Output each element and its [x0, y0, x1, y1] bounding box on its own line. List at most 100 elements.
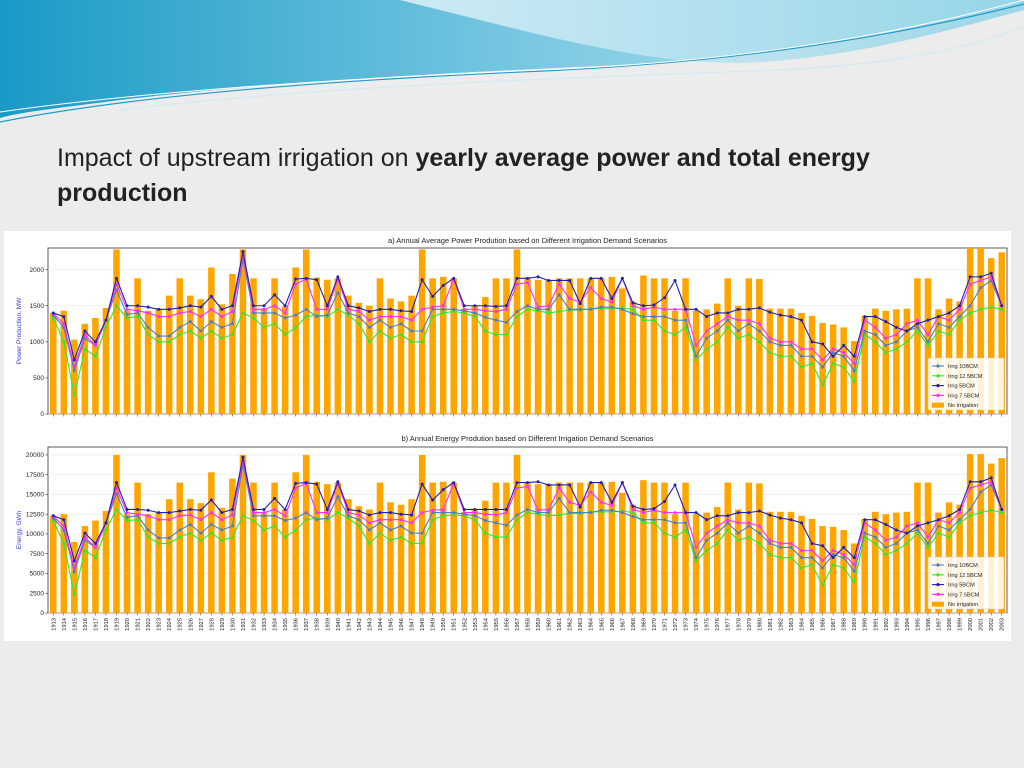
point-irrig-12-5bcm: [188, 531, 192, 535]
bar-no-irrigation: [534, 279, 542, 414]
bar-no-irrigation: [397, 301, 405, 414]
point-irrig-5bcm: [241, 455, 245, 459]
point-irrig-12-5bcm: [504, 535, 508, 539]
point-irrig-5bcm: [726, 311, 730, 315]
point-irrig-12-5bcm: [768, 553, 772, 557]
legend: Irrig 10BCM Irrig 12.5BCM Irrig 5BCM Irrig …: [927, 357, 1005, 411]
legend-box: [927, 357, 1005, 411]
point-irrig-12-5bcm: [842, 566, 846, 570]
point-irrig-5bcm: [389, 511, 392, 515]
point-irrig-10bcm: [768, 340, 772, 344]
bar-no-irrigation: [155, 309, 162, 414]
point-irrig-7-5bcm: [199, 518, 203, 522]
bar-no-irrigation: [218, 507, 226, 613]
point-irrig-5bcm: [736, 307, 740, 311]
point-irrig-10bcm: [220, 528, 224, 532]
x-tick-label: 1947: [410, 618, 416, 631]
point-irrig-10bcm: [167, 536, 171, 540]
point-irrig-10bcm: [789, 343, 793, 347]
bar-no-irrigation: [724, 278, 731, 414]
x-tick-label: 1939: [325, 618, 331, 631]
point-irrig-7-5bcm: [800, 347, 803, 351]
point-irrig-12-5bcm: [199, 538, 203, 542]
point-irrig-12-5bcm: [357, 524, 361, 528]
point-irrig-7-5bcm: [979, 278, 983, 282]
point-irrig-5bcm: [157, 511, 161, 515]
point-irrig-7-5bcm: [663, 511, 666, 515]
bar-no-irrigation: [598, 482, 605, 613]
bar-no-irrigation: [524, 278, 531, 414]
point-irrig-7-5bcm: [315, 511, 319, 515]
bar-no-irrigation: [555, 278, 563, 414]
x-tick-label: 1926: [188, 618, 194, 631]
bar-no-irrigation: [281, 509, 289, 613]
chart-panel: a) Annual Average Power Prodution based …: [4, 231, 1011, 641]
x-tick-label: 1964: [589, 617, 595, 631]
point-irrig-10bcm: [736, 531, 740, 535]
point-irrig-10bcm: [199, 531, 203, 535]
point-irrig-5bcm: [515, 276, 519, 280]
point-irrig-12-5bcm: [715, 541, 719, 545]
point-irrig-7-5bcm: [810, 549, 814, 553]
point-irrig-12-5bcm: [494, 535, 498, 539]
bar-no-irrigation: [840, 327, 847, 414]
x-tick-label: 1938: [315, 618, 321, 631]
point-irrig-12-5bcm: [979, 307, 983, 311]
point-irrig-5bcm: [757, 306, 761, 310]
point-irrig-7-5bcm: [958, 511, 962, 515]
bar-no-irrigation: [619, 288, 626, 414]
point-irrig-12-5bcm: [72, 393, 76, 397]
bar-no-irrigation: [92, 520, 99, 613]
bar-no-irrigation: [366, 509, 373, 613]
bar-no-irrigation: [271, 278, 278, 414]
point-irrig-10bcm: [715, 531, 719, 535]
bar-no-irrigation: [71, 339, 78, 414]
bar-no-irrigation: [313, 481, 320, 613]
point-irrig-5bcm: [599, 481, 603, 485]
point-irrig-7-5bcm: [610, 300, 614, 304]
point-irrig-10bcm: [873, 333, 877, 337]
point-irrig-7-5bcm: [694, 343, 698, 347]
point-irrig-5bcm: [810, 541, 814, 545]
bar-no-irrigation: [239, 249, 247, 414]
point-irrig-5bcm: [399, 309, 403, 313]
x-tick-label: 1915: [72, 618, 78, 631]
point-irrig-12-5bcm: [673, 535, 677, 539]
point-irrig-10bcm: [441, 511, 445, 515]
bar-no-irrigation: [745, 278, 753, 414]
point-irrig-12-5bcm: [283, 333, 287, 337]
point-irrig-10bcm: [937, 322, 940, 326]
point-irrig-5bcm: [294, 277, 298, 281]
x-tick-label: 2000: [968, 618, 974, 631]
point-irrig-7-5bcm: [93, 343, 97, 347]
point-irrig-10bcm: [115, 288, 118, 292]
point-irrig-10bcm: [915, 325, 919, 329]
point-irrig-10bcm: [958, 518, 962, 522]
point-irrig-7-5bcm: [768, 538, 772, 542]
bar-no-irrigation: [208, 472, 215, 613]
legend-label: Irrig 5BCM: [948, 583, 975, 589]
point-irrig-5bcm: [778, 313, 782, 317]
point-irrig-7-5bcm: [378, 518, 382, 522]
point-irrig-7-5bcm: [62, 524, 66, 528]
point-irrig-10bcm: [494, 521, 498, 525]
bar-no-irrigation: [397, 504, 405, 613]
point-irrig-10bcm: [273, 311, 277, 315]
point-irrig-7-5bcm: [757, 322, 761, 326]
point-irrig-10bcm: [315, 315, 319, 319]
point-irrig-10bcm: [631, 312, 635, 316]
point-irrig-5bcm: [620, 276, 624, 280]
point-irrig-5bcm: [915, 322, 919, 326]
legend-marker-irrig-10bcm: [936, 364, 940, 368]
point-irrig-12-5bcm: [947, 333, 951, 337]
point-irrig-5bcm: [663, 500, 666, 504]
point-irrig-7-5bcm: [209, 511, 213, 515]
bar-no-irrigation: [893, 309, 900, 414]
point-irrig-7-5bcm: [821, 358, 825, 362]
point-irrig-7-5bcm: [842, 351, 846, 355]
x-tick-label: 1943: [367, 618, 373, 631]
point-irrig-12-5bcm: [72, 593, 76, 597]
point-irrig-10bcm: [188, 320, 192, 324]
point-irrig-12-5bcm: [884, 553, 888, 557]
point-irrig-10bcm: [420, 531, 424, 535]
